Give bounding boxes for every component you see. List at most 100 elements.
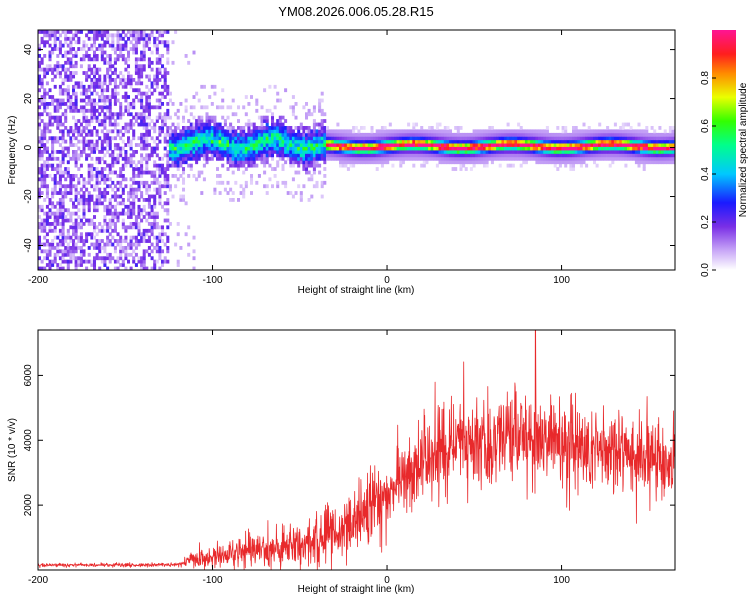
spectrogram-cell: [276, 126, 280, 130]
spectrogram-cell: [276, 160, 280, 165]
spectrogram-cell: [100, 225, 104, 230]
spectrogram-cell: [116, 112, 120, 117]
spectrogram-cell: [532, 132, 536, 137]
spectrogram-cell: [312, 170, 316, 175]
spectrogram-cell: [158, 67, 162, 72]
spectrogram-cell: [561, 143, 565, 147]
spectrogram-cell: [106, 129, 110, 134]
spectrogram-cell: [213, 153, 217, 158]
spectrogram-cell: [137, 36, 141, 41]
spectrogram-cell: [140, 167, 144, 171]
spectrogram-cell: [179, 143, 183, 147]
spectrogram-cell: [328, 132, 332, 137]
spectrogram-cell: [394, 153, 398, 158]
spectrogram-cell: [40, 95, 44, 99]
spectrogram-cell: [307, 132, 311, 137]
spectrogram-cell: [375, 153, 379, 158]
spectrogram-cell: [77, 180, 81, 185]
spectrogram-cell: [147, 222, 151, 226]
spectrogram-cell: [158, 239, 162, 243]
spectrogram-cell: [116, 47, 120, 51]
spectrogram-cell: [310, 150, 314, 154]
spectrogram-cell: [640, 160, 644, 165]
spectrogram-cell: [56, 71, 60, 75]
spectrogram-cell: [119, 170, 123, 175]
spectrogram-cell: [443, 139, 447, 144]
spectrogram-cell: [237, 150, 241, 154]
spectrogram-cell: [95, 81, 99, 86]
spectrogram-cell: [501, 139, 505, 144]
spectrogram-cell: [189, 146, 193, 151]
spectrogram-cell: [268, 177, 272, 182]
spectrogram-cell: [95, 36, 99, 41]
spectrogram-cell: [545, 136, 549, 141]
spectrogram-cell: [326, 126, 330, 130]
spectrogram-cell: [195, 160, 199, 165]
spectrogram-cell: [273, 105, 277, 110]
spectrogram-cell: [119, 263, 123, 267]
spectrogram-cell: [252, 129, 256, 134]
spectrogram-cell: [90, 174, 94, 178]
spectrogram-cell: [145, 132, 149, 137]
spectrogram-cell: [242, 153, 246, 158]
spectrogram-cell: [506, 156, 510, 161]
spectrogram-cell: [561, 129, 565, 134]
spectrogram-cell: [45, 122, 49, 127]
spectrogram-cell: [137, 112, 141, 117]
spectrogram-cell: [98, 156, 102, 161]
spectrogram-cell: [140, 211, 144, 216]
spectrogram-cell: [603, 146, 607, 151]
spectrogram-cell: [127, 225, 131, 230]
spectrogram-cell: [124, 246, 128, 250]
spectrogram-cell: [90, 129, 94, 134]
spectrogram-cell: [58, 249, 62, 254]
spectrogram-cell: [506, 139, 510, 144]
spectrogram-cell: [166, 174, 170, 178]
spectrogram-cell: [250, 139, 254, 144]
spectrogram-cell: [273, 167, 277, 171]
spectrogram-cell: [158, 126, 162, 130]
spectrogram-cell: [103, 204, 107, 209]
spectrogram-cell: [302, 143, 306, 147]
spectrogram-cell: [467, 132, 471, 137]
spectrogram-cell: [276, 139, 280, 144]
spectrogram-cell: [147, 184, 151, 189]
spectrogram-cell: [391, 139, 395, 144]
spectrogram-cell: [192, 95, 196, 99]
spectrogram-cell: [77, 153, 81, 158]
spectrogram-cell: [590, 153, 594, 158]
spectrogram-cell: [341, 146, 345, 151]
spectrogram-cell: [653, 129, 657, 134]
spectrogram-cell: [538, 139, 542, 144]
spectrogram-cell: [226, 146, 230, 151]
spectrogram-cell: [61, 54, 65, 58]
spectrogram-cell: [168, 91, 172, 96]
spectrogram-cell: [608, 129, 612, 134]
spectrogram-cell: [116, 194, 120, 199]
spectrogram-cell: [341, 143, 345, 147]
spectrogram-cell: [176, 163, 180, 168]
spectrogram-cell: [74, 242, 78, 247]
spectrogram-cell: [257, 139, 261, 144]
spectrogram-cell: [168, 143, 172, 147]
spectrogram-cell: [221, 136, 225, 141]
spectrogram-cell: [72, 174, 76, 178]
spectrogram-cell: [140, 194, 144, 199]
spectrogram-cell: [593, 146, 597, 151]
spectrogram-cell: [171, 146, 175, 151]
spectrogram-cell: [137, 40, 141, 45]
spectrogram-cell: [103, 228, 107, 233]
spectrogram-cell: [74, 54, 78, 58]
spectrogram-cell: [134, 71, 138, 75]
spectrogram-cell: [237, 139, 241, 144]
spectrogram-cell: [663, 160, 667, 165]
spectrogram-cell: [600, 132, 604, 137]
spectrogram-cell: [69, 174, 73, 178]
spectrogram-cell: [87, 57, 91, 62]
spectrogram-cell: [189, 143, 193, 147]
spectrogram-cell: [229, 153, 233, 158]
spectrogram-cell: [205, 146, 209, 151]
spectrogram-cell: [467, 146, 471, 151]
spectrogram-cell: [163, 201, 167, 206]
spectrogram-cell: [56, 150, 60, 154]
